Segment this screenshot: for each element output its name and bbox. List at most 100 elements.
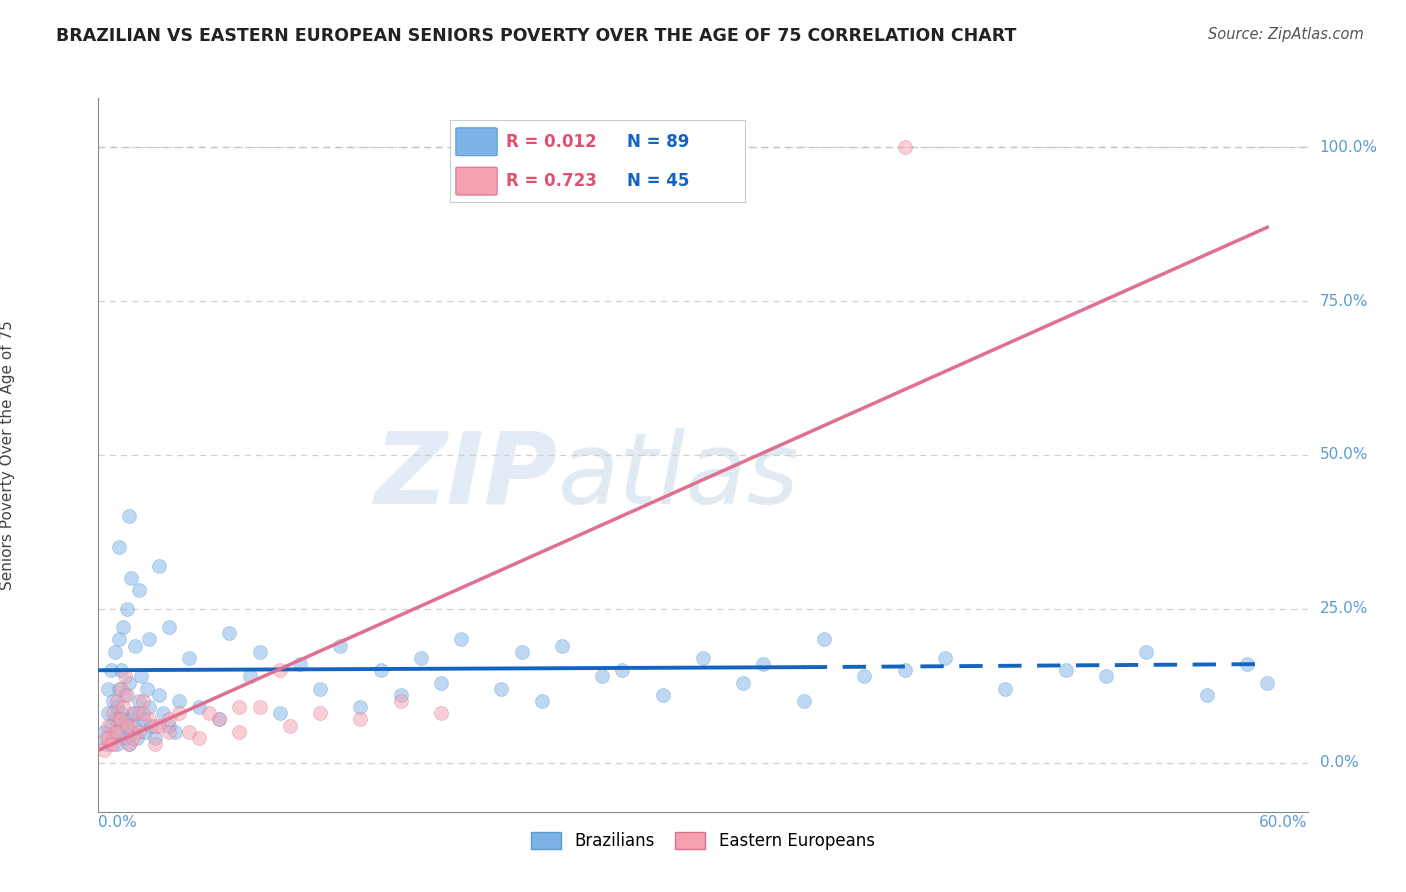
Point	[101, 731, 124, 745]
Point	[93, 724, 115, 739]
Point	[105, 694, 128, 708]
Point	[101, 694, 124, 708]
Point	[111, 700, 134, 714]
Text: R = 0.723: R = 0.723	[506, 172, 598, 190]
Point	[157, 620, 180, 634]
Point	[103, 645, 125, 659]
Point	[105, 724, 128, 739]
Point	[349, 700, 371, 714]
Point	[120, 718, 142, 732]
Point	[309, 706, 332, 721]
Text: 25.0%: 25.0%	[1320, 601, 1368, 616]
Point	[139, 718, 162, 732]
Point	[163, 724, 186, 739]
Point	[1256, 675, 1278, 690]
Text: BRAZILIAN VS EASTERN EUROPEAN SENIORS POVERTY OVER THE AGE OF 75 CORRELATION CHA: BRAZILIAN VS EASTERN EUROPEAN SENIORS PO…	[56, 27, 1017, 45]
Point	[893, 663, 915, 677]
Point	[118, 737, 141, 751]
Point	[101, 737, 124, 751]
Text: 100.0%: 100.0%	[1320, 140, 1378, 155]
Point	[124, 718, 146, 732]
Point	[143, 737, 166, 751]
Point	[132, 694, 155, 708]
Point	[853, 669, 876, 683]
Point	[813, 632, 835, 647]
Point	[120, 724, 142, 739]
Point	[100, 718, 122, 732]
Point	[934, 651, 956, 665]
Point	[218, 626, 240, 640]
Point	[111, 620, 134, 634]
Point	[1054, 663, 1077, 677]
Point	[128, 583, 150, 598]
Point	[105, 700, 128, 714]
Text: N = 89: N = 89	[627, 133, 689, 151]
Text: 0.0%: 0.0%	[98, 814, 138, 830]
Point	[430, 706, 453, 721]
Legend: Brazilians, Eastern Europeans: Brazilians, Eastern Europeans	[524, 825, 882, 857]
Point	[793, 694, 815, 708]
Point	[114, 688, 136, 702]
Point	[430, 675, 453, 690]
Point	[228, 724, 250, 739]
Point	[107, 724, 129, 739]
Point	[124, 639, 146, 653]
Point	[278, 718, 301, 732]
Point	[143, 718, 166, 732]
Point	[132, 713, 155, 727]
Point	[103, 724, 125, 739]
Point	[551, 639, 574, 653]
Point	[692, 651, 714, 665]
Point	[329, 639, 352, 653]
Text: ZIP: ZIP	[375, 428, 558, 524]
Point	[309, 681, 332, 696]
Point	[110, 713, 132, 727]
Point	[105, 737, 128, 751]
Point	[612, 663, 634, 677]
Point	[111, 718, 134, 732]
Point	[148, 558, 170, 573]
Point	[188, 731, 211, 745]
Point	[115, 718, 138, 732]
Text: atlas: atlas	[558, 428, 800, 524]
Point	[121, 706, 143, 721]
Point	[1095, 669, 1118, 683]
Point	[167, 706, 190, 721]
Text: 0.0%: 0.0%	[1320, 755, 1358, 770]
Point	[134, 724, 156, 739]
Point	[269, 663, 291, 677]
Point	[167, 694, 190, 708]
Point	[249, 645, 271, 659]
Point	[1135, 645, 1157, 659]
Point	[228, 700, 250, 714]
Point	[994, 681, 1017, 696]
Point	[132, 706, 155, 721]
Point	[288, 657, 311, 671]
Point	[110, 681, 132, 696]
Point	[96, 731, 118, 745]
Point	[651, 688, 673, 702]
Text: 50.0%: 50.0%	[1320, 448, 1368, 462]
Point	[249, 700, 271, 714]
Point	[152, 706, 174, 721]
Point	[179, 651, 201, 665]
Point	[125, 731, 148, 745]
Point	[510, 645, 533, 659]
Point	[135, 681, 157, 696]
Point	[118, 737, 141, 751]
Point	[148, 718, 170, 732]
Text: N = 45: N = 45	[627, 172, 689, 190]
Point	[349, 713, 371, 727]
Point	[100, 663, 122, 677]
Text: Source: ZipAtlas.com: Source: ZipAtlas.com	[1208, 27, 1364, 42]
Point	[591, 669, 613, 683]
Point	[128, 706, 150, 721]
Point	[100, 737, 122, 751]
Point	[118, 509, 141, 524]
Point	[450, 632, 472, 647]
Point	[114, 669, 136, 683]
Point	[239, 669, 262, 683]
Point	[114, 731, 136, 745]
Text: Seniors Poverty Over the Age of 75: Seniors Poverty Over the Age of 75	[0, 320, 15, 590]
Point	[97, 706, 120, 721]
